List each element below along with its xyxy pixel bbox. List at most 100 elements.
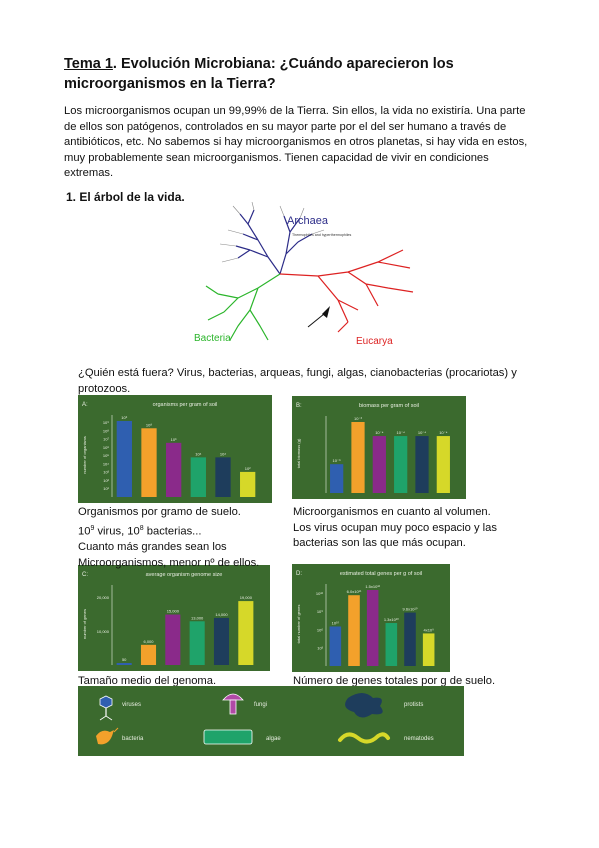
chart-ytick: 20,000 [97,595,110,600]
chart-organisms-per-gram: A: organisms per gram of soil number of or… [78,395,272,503]
chart-biomass-per-gram: B: biomass per gram of soil total biomass … [292,396,466,499]
bacteria-icon [96,727,119,745]
bar-value-label: 10² [245,466,251,471]
caption-b-line1: Microorganismos en cuanto al volumen. [293,506,491,518]
legend-algae: algae [266,736,281,742]
bar-value-label: 9.6x10¹⁰ [403,607,418,612]
chart-ytick: 10,000 [97,629,110,634]
bar-value-label: 1.5x10¹² [365,584,380,589]
bar-fungi [366,590,379,666]
bar-bacteria [348,595,360,666]
bar-value-label: 4x10⁹ [423,627,434,632]
chart-svg: B: biomass per gram of soil total biomass … [296,403,450,493]
tree-of-life-figure: Archaea Thermophiles and hyperthermophil… [188,201,433,354]
chart-panel-label: A: [82,402,88,408]
fungi-icon [222,693,244,715]
chart-genome-size: C: average organism genome size number of … [78,565,270,671]
bar-value-label: 10⁻⁴ [397,430,406,435]
bar-value-label: 6.0x10¹¹ [347,589,362,594]
bar-algae [189,621,205,665]
chart-ytick: 10⁹ [103,420,109,425]
legend-bacteria: bacteria [122,736,144,742]
bar-bacteria [351,422,365,493]
bar-value-label: 10⁻³ [354,416,363,421]
caption-a-line3: Cuanto más grandes sean los [78,540,227,553]
bar-value-label: 10⁻⁴ [375,430,384,435]
section-heading: 1. El árbol de la vida. [66,190,185,204]
caption-b-line3: bacterias son las que más ocupan. [293,537,466,550]
bar-value-label: 14,000 [215,612,228,617]
bar-nematodes [436,436,450,493]
chart-title: organisms per gram of soil [153,402,218,408]
chart-ytick: 10³ [103,470,109,475]
chart-ytick: 10¹² [316,591,324,596]
bar-value-label: 10⁻⁶ [333,458,342,463]
bar-fungi [166,442,182,497]
intro-paragraph: Los microorganismos ocupan un 99,99% de … [64,105,528,180]
bar-value-label: 15,000 [167,609,180,614]
chart-ylabel: number of organisms [82,436,87,474]
chart-title: average organism genome size [146,572,223,578]
chart-ytick: 10⁶ [317,627,323,632]
bar-bacteria [140,644,157,665]
chart-ytick: 10⁶ [103,445,109,450]
algae-icon [203,729,253,745]
question-text: ¿Quién está fuera? Virus, bacterias, arq… [78,367,517,395]
bar-nematodes [240,471,256,497]
chart-ytick: 10⁵ [103,453,109,458]
caption-a-line2-c: bacterias... [143,525,202,538]
caption-b: Microorganismos en cuanto al volumen. Lo… [293,505,523,552]
bar-value-label: 10⁸ [146,422,152,427]
bar-viruses [330,464,344,493]
legend-viruses: viruses [122,702,142,708]
bar-value-label: 10⁶ [171,437,177,442]
caption-a-line2: 109 virus, 108 bacterias... [78,521,288,540]
bar-value-label: 10⁹ [121,415,127,420]
bar-algae [394,436,408,493]
caption-a-line2-b: virus, 10 [94,525,140,538]
bar-algae [385,623,398,666]
caption-c: Tamaño medio del genoma. [78,675,217,687]
thermophiles-note: Thermophiles and hyperthermophiles [292,233,352,237]
bar-nematodes [238,601,254,665]
bar-viruses [116,663,132,665]
caption-a: Organismos por gramo de suelo. 109 virus… [78,505,288,571]
nematode-icon [338,732,390,744]
bar-protists [415,436,429,493]
chart-ytick: 10⁴ [103,461,109,466]
chart-ylabel: total biomass (g) [296,438,301,468]
bar-protists [215,457,231,497]
organism-legend: viruses fungi protists bacteria algae ne… [78,686,464,756]
bar-fungi [372,436,386,493]
title-text: . Evolución Microbiana: ¿Cuándo aparecie… [64,56,454,92]
chart-ytick: 10⁷ [103,437,109,442]
caption-a-line4: Microorganismos, menor nº de ellos. [78,556,260,569]
caption-a-sup2: 8 [139,524,144,532]
bar-value-label: 10⁴ [195,451,201,456]
bar-protists [213,617,230,665]
bar-value-label: 1.3x10¹⁰ [384,617,399,622]
bar-value-label: 10¹⁰ [332,620,340,625]
bar-viruses [116,421,132,497]
bar-value-label: 10⁴ [220,451,226,456]
eucarya-label: Eucarya [356,336,393,347]
archaea-label: Archaea [287,215,329,227]
chart-ylabel: total number of genes [296,605,301,644]
chart-total-genes: D: estimated total genes per g of soil tot… [292,564,450,672]
topic-label: Tema 1 [64,56,113,72]
caption-a-line2-a: 10 [78,525,91,538]
chart-svg: D: estimated total genes per g of soil tot… [296,571,435,666]
chart-panel-label: B: [296,403,302,409]
bar-value-label: 10⁻⁴ [418,430,427,435]
bacteria-label: Bacteria [194,333,231,344]
chart-title: estimated total genes per g of soil [340,571,422,577]
bar-value-label: 50 [122,657,127,662]
bar-fungi [165,614,181,665]
bar-algae [190,457,206,497]
caption-b-line2: Los virus ocupan muy poco espacio y las [293,521,497,534]
legend-fungi: fungi [254,702,268,708]
legend-protists: protists [404,702,424,708]
bar-protists [404,612,416,666]
chart-ytick: 10² [103,478,109,483]
bar-value-label: 13,000 [191,615,204,620]
